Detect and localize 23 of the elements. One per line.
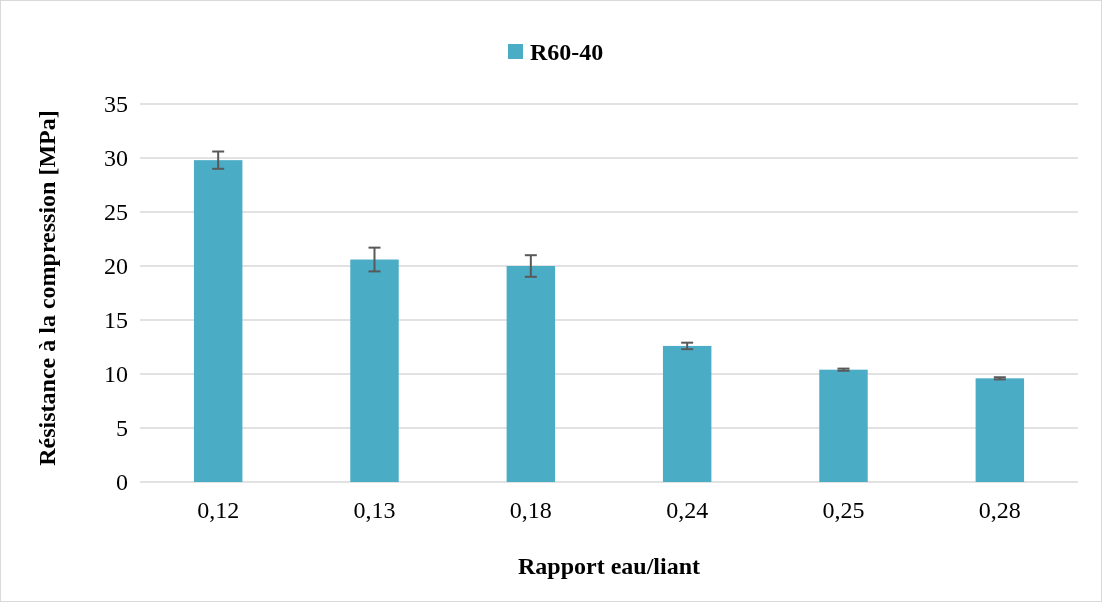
y-tick-label: 15 (104, 307, 128, 334)
y-tick-label: 10 (104, 361, 128, 388)
x-tick-label: 0,12 (197, 497, 240, 523)
y-tick-label: 0 (116, 469, 128, 496)
bar (506, 266, 556, 482)
legend-label: R60-40 (530, 39, 604, 66)
x-tick-label: 0,28 (978, 497, 1021, 523)
bar (819, 369, 868, 482)
x-tick-label: 0,13 (353, 497, 396, 523)
y-tick-label: 35 (104, 91, 128, 118)
bar (193, 160, 243, 482)
y-tick-label: 30 (104, 145, 128, 172)
y-tick-label: 5 (116, 415, 128, 442)
x-tick-label: 0,25 (822, 497, 865, 523)
y-tick-label: 20 (104, 253, 128, 280)
bar (350, 259, 399, 482)
y-axis-title: Résistance à la compression [MPa] (34, 110, 60, 466)
y-tick-label: 25 (104, 199, 128, 226)
x-tick-label: 0,24 (666, 497, 709, 523)
bar (662, 345, 712, 482)
x-axis-title: Rapport eau/liant (517, 553, 701, 579)
bar (975, 378, 1025, 482)
x-tick-label: 0,18 (509, 497, 552, 523)
